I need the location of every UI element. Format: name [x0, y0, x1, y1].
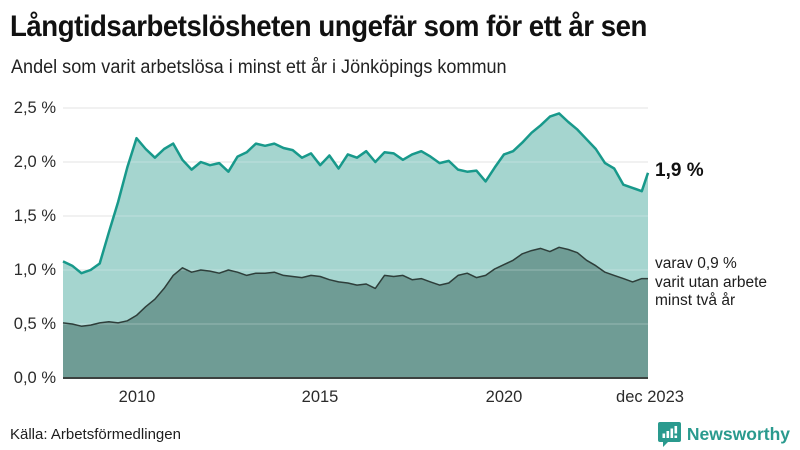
y-axis-tick-label: 0,0 % — [13, 369, 56, 387]
newsworthy-logo: Newsworthy — [657, 422, 790, 447]
series-area-1 — [63, 247, 648, 378]
series-line-0 — [62, 112, 650, 275]
y-axis-tick-label: 2,0 % — [13, 153, 56, 171]
newsworthy-logo-text: Newsworthy — [686, 424, 790, 444]
y-axis-tick-label: 0,5 % — [13, 315, 56, 333]
y-axis-tick-label: 2,5 % — [13, 99, 56, 117]
y-axis-tick-label: 1,5 % — [13, 207, 56, 225]
x-axis-tick-label: dec 2023 — [616, 388, 684, 406]
source-label: Källa: Arbetsförmedlingen — [10, 426, 181, 443]
x-axis-tick-label: 2015 — [301, 388, 339, 406]
page-subtitle: Andel som varit arbetslösa i minst ett å… — [11, 57, 507, 78]
series-line-1 — [62, 246, 648, 327]
y-axis-tick-label: 1,0 % — [13, 261, 56, 279]
page-title: Långtidsarbetslösheten ungefär som för e… — [10, 10, 647, 43]
end-value-label: 1,9 % — [655, 160, 704, 181]
bar-chart-speech-bubble-icon — [657, 422, 681, 447]
x-axis-tick-label: 2020 — [485, 388, 523, 406]
two-year-annotation-label: varav 0,9 % varit utan arbete minst två … — [655, 255, 768, 309]
x-axis-tick-label: 2010 — [118, 388, 156, 406]
